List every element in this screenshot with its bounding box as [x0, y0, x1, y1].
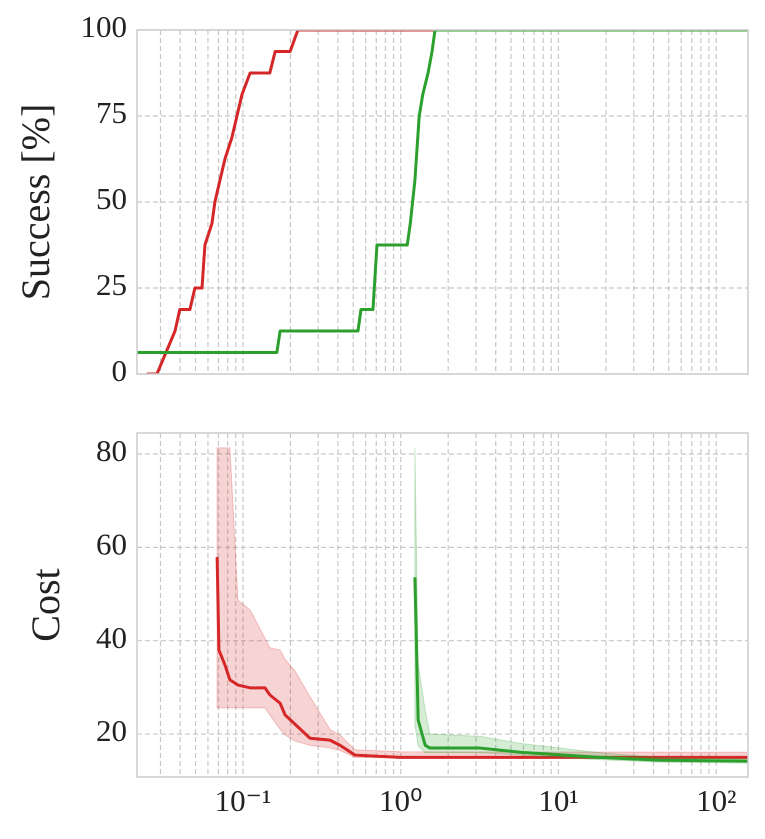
line — [137, 30, 748, 354]
plot-area — [137, 30, 748, 374]
subplot: 0 25 50 75 100 Success [%] — [13, 9, 749, 388]
y-tick-label: 100 — [81, 9, 128, 44]
line — [146, 30, 748, 374]
y-tick-label: 0 — [112, 353, 128, 388]
y-tick-label: 60 — [96, 526, 127, 561]
y-tick-label: 75 — [96, 95, 127, 130]
band — [216, 447, 748, 759]
x-tick-label: 10² — [696, 783, 736, 818]
plot-area — [215, 447, 748, 764]
line — [413, 577, 748, 763]
band — [414, 447, 748, 764]
y-tick-label: 25 — [96, 267, 127, 302]
y-tick-label: 40 — [96, 620, 127, 655]
frame — [136, 29, 749, 375]
y-axis-label: Cost — [23, 568, 68, 641]
x-tick-label: 10¹ — [538, 783, 578, 818]
line — [215, 557, 748, 759]
subplot: 10⁻¹ 10⁰ 10¹ 10² 20 40 60 80 Cost — [23, 432, 749, 818]
y-tick-label: 80 — [96, 433, 127, 468]
y-axis-label: Success [%] — [13, 104, 58, 301]
x-tick-label: 10⁻¹ — [215, 783, 272, 818]
x-tick-label: 10⁰ — [379, 783, 422, 818]
frame — [136, 432, 749, 778]
y-tick-label: 20 — [96, 713, 127, 748]
y-tick-label: 50 — [96, 181, 127, 216]
